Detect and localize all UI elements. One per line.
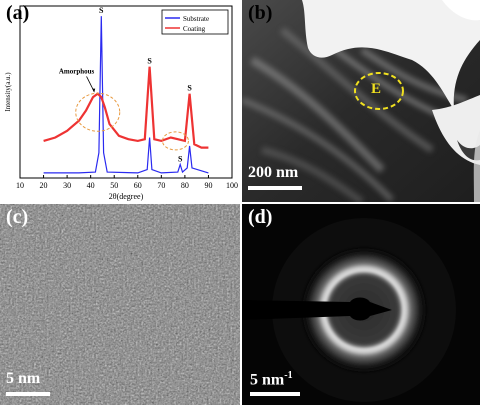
plot-frame (19, 5, 233, 179)
x-tick-label: 10 (16, 181, 24, 190)
amorphous-arrowhead (92, 88, 96, 93)
series-line-substrate (43, 16, 209, 174)
peak-label-s: S (147, 57, 152, 66)
x-tick-label: 20 (40, 181, 48, 190)
x-tick-label: 50 (110, 181, 118, 190)
panel-c-scale-bar (6, 392, 50, 396)
amorphous-ellipse (75, 92, 121, 132)
panel-b-tem-image: (b) E 200 nm (242, 0, 480, 202)
region-e-label: E (371, 81, 382, 97)
panel-a-label: (a) (6, 2, 30, 24)
panel-d-saed-pattern: (d) 5 nm-1 (242, 204, 480, 405)
peak-label-s: S (178, 155, 183, 164)
panel-b-label: (b) (248, 2, 273, 24)
amorphous-label: Amorphous (59, 67, 95, 75)
x-tick-label: 30 (63, 181, 71, 190)
region-e-marker (354, 72, 404, 110)
peak-label-s: S (187, 84, 192, 93)
saed-diffraction (242, 204, 480, 405)
xrd-chart: 10 20 30 40 50 60 70 80 90 100 2θ(degree) Intensity… (4, 5, 238, 201)
panel-a-xrd: 10 20 30 40 50 60 70 80 90 100 2θ(degree) Intensity… (0, 0, 240, 202)
series-line-coating (43, 66, 209, 149)
panel-d-scale-bar (250, 392, 300, 396)
x-tick-label: 60 (134, 181, 142, 190)
x-axis-label: 2θ(degree) (109, 192, 144, 201)
panel-c-scale-label: 5 nm (6, 370, 41, 387)
legend-label-substrate: Substrate (183, 15, 209, 23)
x-tick-label: 90 (204, 181, 212, 190)
x-tick-label: 70 (157, 181, 165, 190)
panel-d-scale-label: 5 nm-1 (250, 370, 293, 389)
y-axis-label: Intensity(a.u.) (4, 72, 12, 112)
panel-c-label: (c) (6, 206, 29, 228)
peak-label-s: S (99, 6, 104, 15)
tem-image-illustration (242, 0, 480, 202)
panel-b-scale-label: 200 nm (248, 164, 299, 181)
amorphous-ellipse-small (161, 131, 189, 151)
legend-box (161, 9, 229, 35)
panel-b-scale-bar (248, 186, 302, 190)
x-tick-label: 100 (226, 181, 238, 190)
panel-d-label: (d) (248, 206, 273, 228)
hrtem-texture (0, 204, 240, 405)
x-tick-label: 80 (181, 181, 189, 190)
legend-label-coating: Coating (183, 25, 206, 33)
panel-c-hrtem-image: (c) 5 nm (0, 204, 240, 405)
x-tick-label: 40 (87, 181, 95, 190)
